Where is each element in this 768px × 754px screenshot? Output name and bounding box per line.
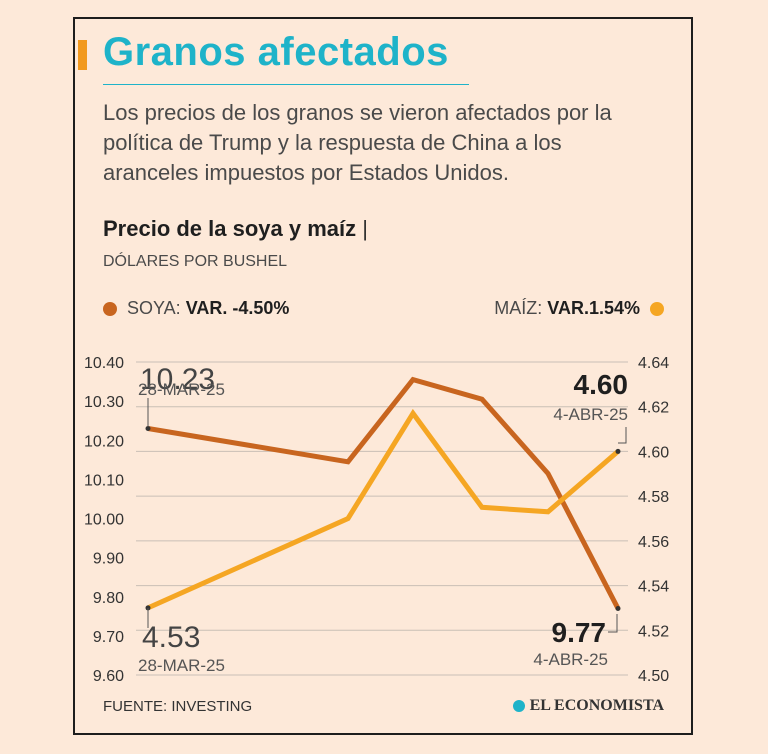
- left-tick-label: 9.80: [93, 590, 124, 607]
- left-axis: 10.40 10.30 10.20 10.10 10.00 9.90 9.80 9.70 9.6…: [84, 355, 124, 685]
- legend-maiz: MAÍZ: VAR.1.54%: [494, 298, 664, 319]
- legend-maiz-name: MAÍZ:: [494, 298, 543, 318]
- title-accent-bar: [78, 40, 87, 70]
- right-tick-label: 4.52: [638, 623, 669, 640]
- left-tick-label: 9.70: [93, 629, 124, 646]
- right-axis: 4.64 4.62 4.60 4.58 4.56 4.54 4.52 4.50: [638, 355, 669, 685]
- legend-maiz-var: VAR.1.54%: [547, 298, 640, 318]
- maiz-start-date-label: 28-MAR-25: [138, 656, 225, 675]
- intro-text: Los precios de los granos se vieron afec…: [103, 100, 612, 185]
- infographic-frame: [73, 17, 693, 735]
- series-point-soya: [615, 605, 621, 611]
- chart-title-text: Precio de la soya y maíz: [103, 216, 357, 241]
- chart-grid: [136, 361, 628, 676]
- soya-end-value-label: 9.77: [552, 617, 607, 648]
- right-tick-label: 4.60: [638, 444, 669, 461]
- soya-start-value-label: 10.23: [140, 363, 215, 396]
- chart-title: Precio de la soya y maíz |: [103, 216, 368, 242]
- brand-name: EL ECONOMISTA: [529, 697, 664, 714]
- legend-soya: SOYA: VAR. -4.50%: [103, 298, 289, 319]
- legend-soya-name: SOYA:: [127, 298, 181, 318]
- soya-end-date-label: 4-ABR-25: [533, 650, 608, 669]
- left-tick-label: 10.20: [84, 433, 124, 450]
- series-point-soya: [145, 426, 151, 432]
- series-point-maiz: [615, 448, 621, 454]
- left-tick-label: 9.90: [93, 551, 124, 568]
- series-line-maiz: [146, 408, 620, 611]
- brand-icon: [512, 700, 525, 712]
- units-label: DÓLARES POR BUSHEL: [103, 253, 288, 270]
- series-line-soya: [147, 376, 621, 610]
- soya-start-date-label: 28-MAR-25: [138, 380, 225, 399]
- right-tick-label: 4.50: [638, 668, 669, 685]
- maiz-end-date-label: 4-ABR-25: [553, 405, 628, 424]
- maiz-start-value-label: 4.53: [142, 621, 200, 654]
- left-tick-label: 10.30: [84, 394, 124, 411]
- left-tick-label: 10.00: [84, 512, 124, 529]
- source-label: FUENTE: INVESTING: [103, 698, 253, 715]
- soya-end-leader: [608, 614, 618, 633]
- series-layer: [145, 376, 621, 611]
- maiz-end-value-label: 4.60: [574, 369, 629, 400]
- title-underline: [103, 84, 469, 85]
- page-title: Granos afectados: [103, 30, 449, 74]
- right-tick-label: 4.64: [638, 355, 669, 372]
- right-tick-label: 4.58: [638, 489, 669, 506]
- left-tick-label: 10.40: [84, 355, 124, 372]
- left-tick-label: 10.10: [84, 472, 124, 489]
- chart-title-separator: |: [362, 216, 368, 241]
- right-tick-label: 4.54: [638, 579, 669, 596]
- right-tick-label: 4.56: [638, 534, 669, 551]
- maiz-end-leader: [618, 427, 627, 444]
- series-point-maiz: [145, 605, 151, 611]
- left-tick-label: 9.60: [93, 668, 124, 685]
- soya-dot-icon: [103, 301, 117, 316]
- right-tick-label: 4.62: [638, 400, 669, 417]
- brand-logo: EL ECONOMISTA: [512, 697, 664, 715]
- maiz-dot-icon: [650, 301, 664, 316]
- legend-soya-var: VAR. -4.50%: [185, 298, 290, 318]
